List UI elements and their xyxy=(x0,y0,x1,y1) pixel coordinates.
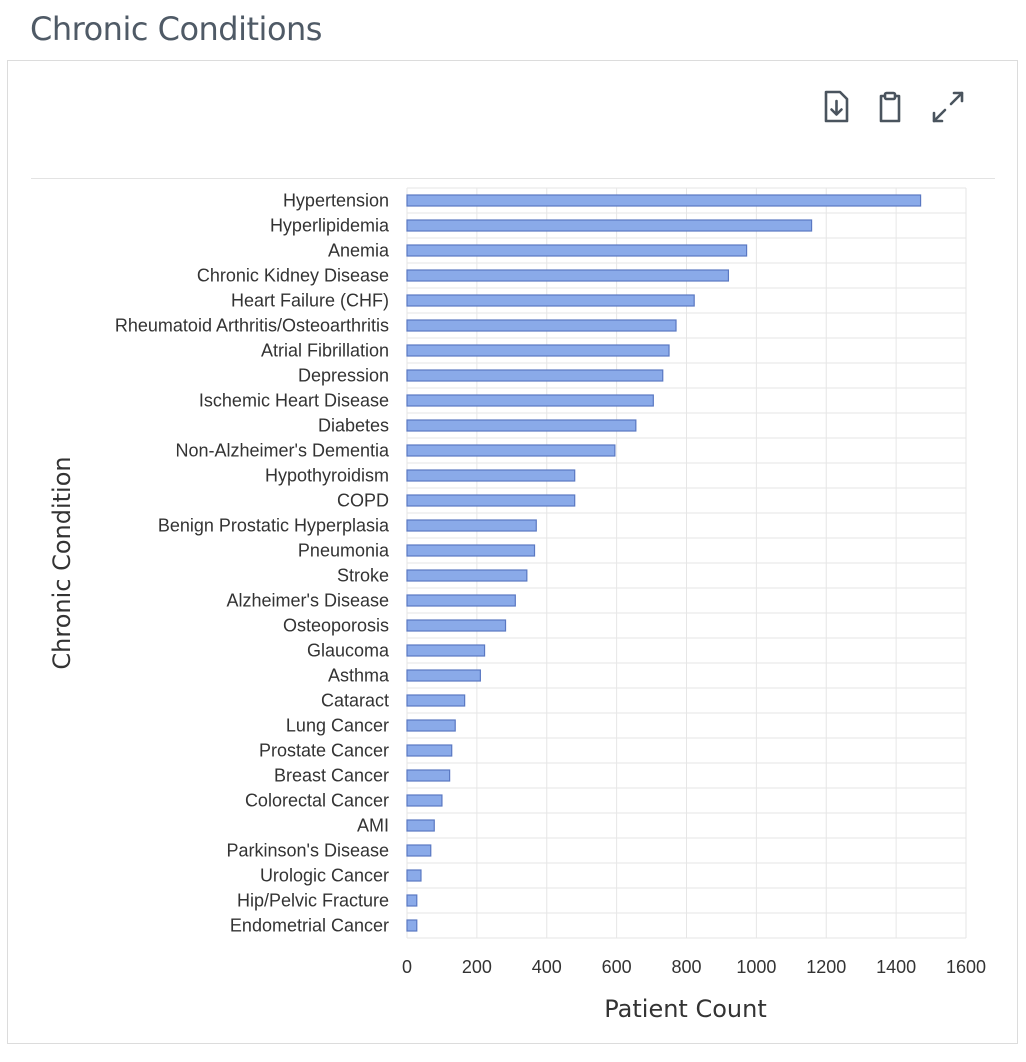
bar-27[interactable] xyxy=(406,869,422,882)
category-label-4: Heart Failure (CHF) xyxy=(231,291,389,311)
x-tick-label-5: 1000 xyxy=(736,957,776,977)
category-label-20: Cataract xyxy=(321,691,389,711)
category-label-5: Rheumatoid Arthritis/Osteoarthritis xyxy=(115,316,389,336)
bars xyxy=(406,194,922,932)
category-label-24: Colorectal Cancer xyxy=(245,791,389,811)
bar-26[interactable] xyxy=(406,844,432,857)
bar-5[interactable] xyxy=(406,319,677,332)
category-label-1: Hyperlipidemia xyxy=(270,216,390,236)
x-tick-labels: 0 200 400 600 800 1000 1200 1400 1600 xyxy=(402,957,986,977)
clipboard-icon xyxy=(879,91,901,123)
toolbar-divider xyxy=(31,178,995,179)
bar-13[interactable] xyxy=(406,519,537,532)
bar-15[interactable] xyxy=(406,569,528,582)
category-label-14: Pneumonia xyxy=(298,541,390,561)
y-axis-title: Chronic Condition xyxy=(48,456,76,669)
bar-4[interactable] xyxy=(406,294,695,307)
bar-16[interactable] xyxy=(406,594,516,607)
bar-21[interactable] xyxy=(406,719,456,732)
category-label-11: Hypothyroidism xyxy=(265,466,389,486)
x-tick-label-4: 800 xyxy=(671,957,701,977)
category-label-8: Ischemic Heart Disease xyxy=(199,391,389,411)
category-label-28: Hip/Pelvic Fracture xyxy=(237,891,389,911)
category-labels: Hypertension Hyperlipidemia Anemia Chronic … xyxy=(115,191,390,936)
bar-22[interactable] xyxy=(406,744,453,757)
category-label-18: Glaucoma xyxy=(307,641,390,661)
category-label-29: Endometrial Cancer xyxy=(230,916,389,936)
x-tick-label-0: 0 xyxy=(402,957,412,977)
category-label-16: Alzheimer's Disease xyxy=(227,591,390,611)
category-label-0: Hypertension xyxy=(283,191,389,211)
bar-28[interactable] xyxy=(406,894,418,907)
bar-29[interactable] xyxy=(406,919,418,932)
x-tick-label-6: 1200 xyxy=(806,957,846,977)
bar-24[interactable] xyxy=(406,794,443,807)
category-label-23: Breast Cancer xyxy=(274,766,389,786)
bar-25[interactable] xyxy=(406,819,435,832)
bar-0[interactable] xyxy=(406,194,922,207)
bar-1[interactable] xyxy=(406,219,813,232)
download-button[interactable] xyxy=(816,87,856,127)
category-label-19: Asthma xyxy=(328,666,390,686)
copy-button[interactable] xyxy=(870,87,910,127)
x-tick-label-3: 600 xyxy=(602,957,632,977)
bar-18[interactable] xyxy=(406,644,486,657)
category-label-13: Benign Prostatic Hyperplasia xyxy=(158,516,390,536)
bar-7[interactable] xyxy=(406,369,664,382)
bar-14[interactable] xyxy=(406,544,536,557)
category-label-27: Urologic Cancer xyxy=(260,866,389,886)
category-label-17: Osteoporosis xyxy=(283,616,389,636)
bar-9[interactable] xyxy=(406,419,637,432)
category-label-10: Non-Alzheimer's Dementia xyxy=(175,441,390,461)
bar-2[interactable] xyxy=(406,244,748,257)
expand-button[interactable] xyxy=(928,87,968,127)
expand-icon xyxy=(932,91,964,123)
x-tick-label-8: 1600 xyxy=(946,957,986,977)
bar-23[interactable] xyxy=(406,769,451,782)
bar-11[interactable] xyxy=(406,469,576,482)
page-title: Chronic Conditions xyxy=(30,10,322,48)
category-label-26: Parkinson's Disease xyxy=(226,841,389,861)
x-axis-title: Patient Count xyxy=(604,995,766,1023)
bar-10[interactable] xyxy=(406,444,616,457)
category-label-7: Depression xyxy=(298,366,389,386)
bar-12[interactable] xyxy=(406,494,576,507)
chart-toolbar xyxy=(8,61,1017,179)
category-label-25: AMI xyxy=(357,816,389,836)
category-label-22: Prostate Cancer xyxy=(259,741,389,761)
category-label-15: Stroke xyxy=(337,566,389,586)
category-label-2: Anemia xyxy=(328,241,390,261)
category-label-21: Lung Cancer xyxy=(286,716,389,736)
x-tick-label-2: 400 xyxy=(532,957,562,977)
grid-lines xyxy=(406,187,967,939)
category-label-3: Chronic Kidney Disease xyxy=(197,266,389,286)
category-label-12: COPD xyxy=(337,491,389,511)
category-label-9: Diabetes xyxy=(318,416,389,436)
category-label-6: Atrial Fibrillation xyxy=(261,341,389,361)
bar-20[interactable] xyxy=(406,694,466,707)
bar-19[interactable] xyxy=(406,669,481,682)
bar-6[interactable] xyxy=(406,344,670,357)
x-tick-label-7: 1400 xyxy=(876,957,916,977)
download-icon xyxy=(824,90,849,123)
bar-17[interactable] xyxy=(406,619,507,632)
x-tick-label-1: 200 xyxy=(462,957,492,977)
bar-3[interactable] xyxy=(406,269,730,282)
bar-8[interactable] xyxy=(406,394,654,407)
